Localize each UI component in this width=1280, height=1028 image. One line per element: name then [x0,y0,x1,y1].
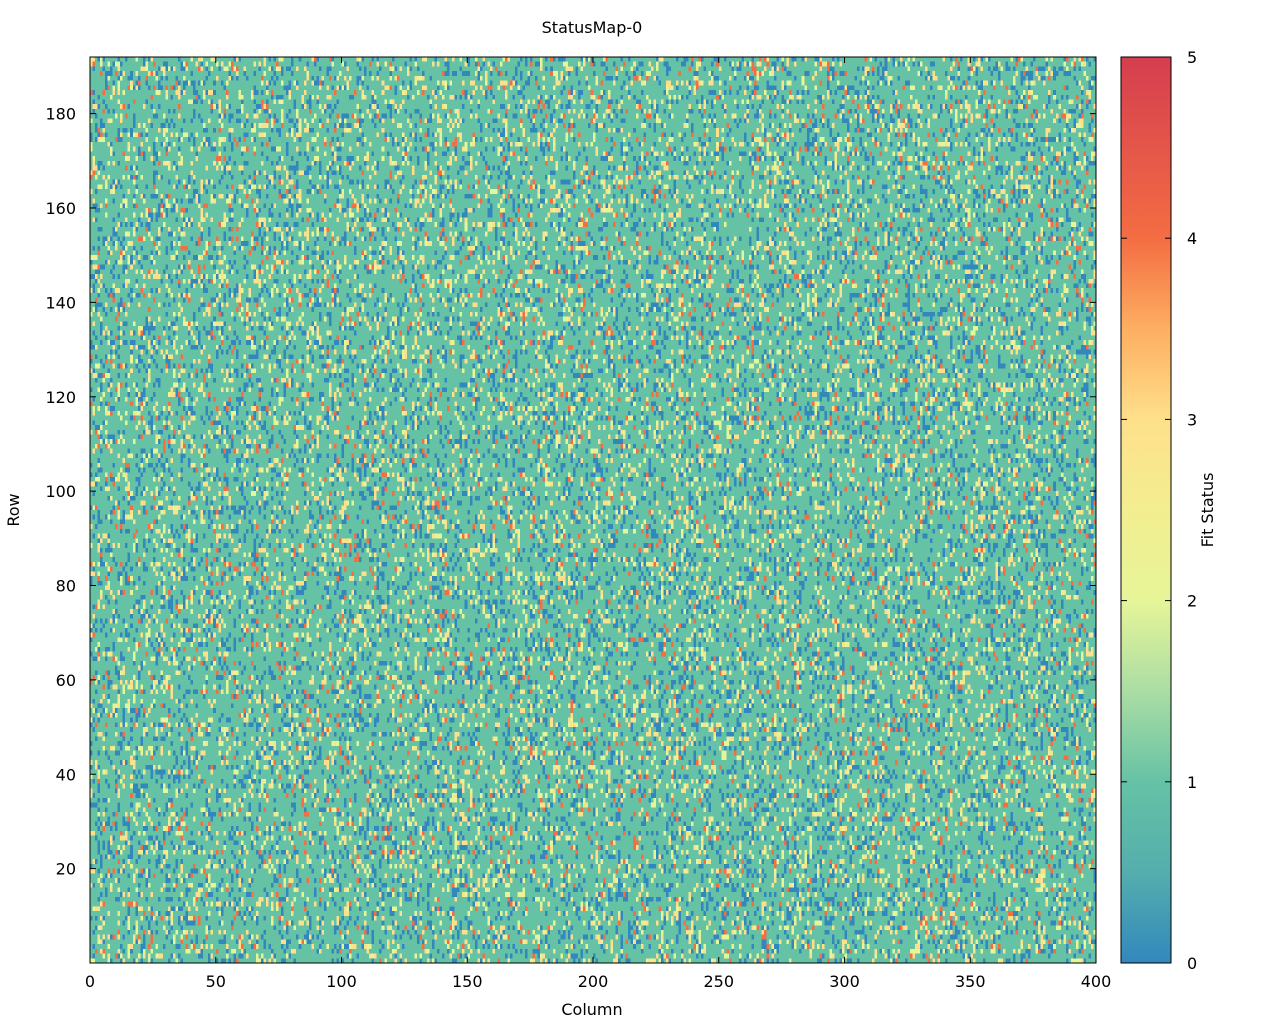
y-tick-label: 180 [45,105,76,124]
x-tick-label: 300 [829,972,860,991]
x-axis-label: Column [561,1000,622,1019]
y-tick-label: 40 [56,765,76,784]
heatmap-image [90,57,1096,963]
colorbar-tick-label: 5 [1187,48,1197,67]
y-tick-label: 140 [45,293,76,312]
chart-title: StatusMap-0 [542,18,643,37]
x-tick-label: 0 [85,972,95,991]
y-tick-label: 160 [45,199,76,218]
y-tick-label: 80 [56,577,76,596]
y-axis-label: Row [4,493,23,526]
y-axis: 20 40 60 80 100 120 140 160 180 [45,105,1096,879]
x-tick-label: 150 [452,972,483,991]
colorbar [1120,56,1172,964]
colorbar-axis: 0 1 2 3 4 5 [1121,48,1197,973]
colorbar-tick-label: 0 [1187,954,1197,973]
x-tick-label: 350 [955,972,986,991]
x-tick-label: 50 [206,972,226,991]
colorbar-tick-label: 1 [1187,773,1197,792]
x-tick-label: 400 [1081,972,1112,991]
colorbar-tick-label: 3 [1187,410,1197,429]
y-tick-label: 120 [45,388,76,407]
x-axis: 0 50 100 150 200 250 300 350 400 [85,57,1111,991]
x-tick-label: 100 [326,972,357,991]
y-tick-label: 20 [56,860,76,879]
colorbar-label: Fit Status [1198,473,1217,548]
y-tick-label: 60 [56,671,76,690]
x-tick-label: 200 [578,972,609,991]
x-tick-label: 250 [703,972,734,991]
colorbar-tick-label: 4 [1187,229,1197,248]
heatmap-cells [90,57,1096,963]
y-tick-label: 100 [45,482,76,501]
colorbar-tick-label: 2 [1187,592,1197,611]
